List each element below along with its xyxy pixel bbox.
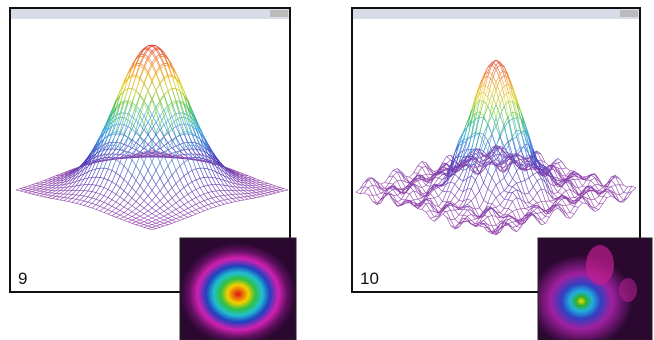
panel-10: 10 <box>352 8 652 340</box>
title-bar <box>353 9 639 19</box>
figure: 9 10 <box>0 0 654 340</box>
window-buttons <box>620 10 638 17</box>
panel-label: 9 <box>18 269 27 288</box>
title-bar <box>11 9 289 19</box>
panel-9: 9 <box>10 8 296 340</box>
inset-blob <box>586 245 614 285</box>
inset-blob <box>619 278 637 302</box>
page: 9 10 (() => { const data = JSON.parse(do… <box>0 0 654 340</box>
beam-inset <box>180 238 296 340</box>
window-buttons <box>270 10 288 17</box>
panel-label: 10 <box>360 269 379 288</box>
